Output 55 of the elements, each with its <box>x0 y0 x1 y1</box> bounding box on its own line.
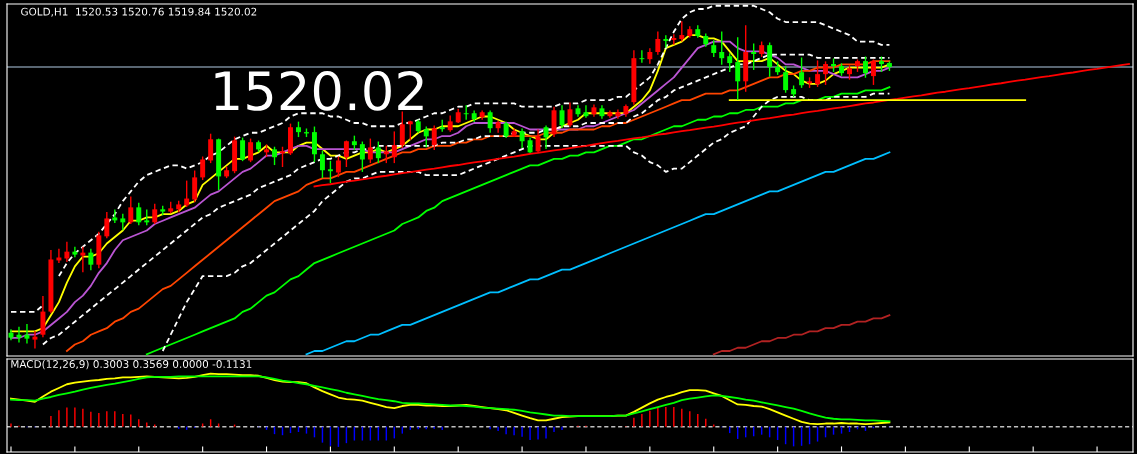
candlestick <box>280 146 285 168</box>
candlestick <box>719 31 725 65</box>
candlestick <box>200 156 206 181</box>
candlestick <box>335 156 341 178</box>
candlestick <box>423 126 429 148</box>
candlestick <box>735 37 741 100</box>
chart-title: MACD(12,26,9) 0.3003 0.3569 0.0000 -0.1131 <box>11 359 252 370</box>
candlestick <box>152 203 158 225</box>
annotation: 1520.02 <box>215 70 423 111</box>
candlestick <box>655 31 661 55</box>
candlestick <box>751 43 757 70</box>
candlestick <box>359 141 365 172</box>
candlestick <box>208 133 214 164</box>
candlestick <box>870 59 876 85</box>
candlestick <box>327 160 333 183</box>
candlestick <box>248 138 254 163</box>
candlestick <box>72 246 78 258</box>
candlestick <box>32 331 38 349</box>
candlestick <box>104 211 110 239</box>
candlestick <box>240 137 246 162</box>
candlestick <box>431 125 437 151</box>
candlestick <box>112 209 118 224</box>
candlestick <box>343 140 349 168</box>
candlestick <box>311 126 317 163</box>
candlestick <box>88 248 94 271</box>
candlestick <box>583 105 589 118</box>
candlestick <box>679 21 685 42</box>
candlestick <box>367 138 373 164</box>
candlestick <box>192 170 198 203</box>
candlestick <box>136 202 142 226</box>
candlestick <box>783 66 789 93</box>
candlestick <box>615 109 621 119</box>
candlestick <box>815 60 821 87</box>
candlestick <box>487 110 493 133</box>
candlestick <box>375 141 381 164</box>
candlestick <box>40 295 46 338</box>
candlestick <box>823 61 829 85</box>
candlestick <box>519 128 525 149</box>
candlestick <box>663 35 669 48</box>
candlestick <box>671 34 677 45</box>
candlestick <box>647 48 653 64</box>
candlestick <box>399 111 405 149</box>
candlestick <box>24 323 30 344</box>
candlestick <box>799 57 805 88</box>
candlestick <box>543 125 549 150</box>
candlestick <box>639 50 645 63</box>
candlestick <box>535 129 541 154</box>
candlestick <box>128 196 134 225</box>
candlestick <box>463 105 469 120</box>
candlestick <box>767 42 773 77</box>
candlestick <box>863 56 868 78</box>
candlestick <box>391 131 397 164</box>
chart-title: GOLD,H1 1520.53 1520.76 1519.84 1520.02 <box>21 7 257 17</box>
candlestick <box>80 246 86 273</box>
candlestick <box>319 150 325 179</box>
